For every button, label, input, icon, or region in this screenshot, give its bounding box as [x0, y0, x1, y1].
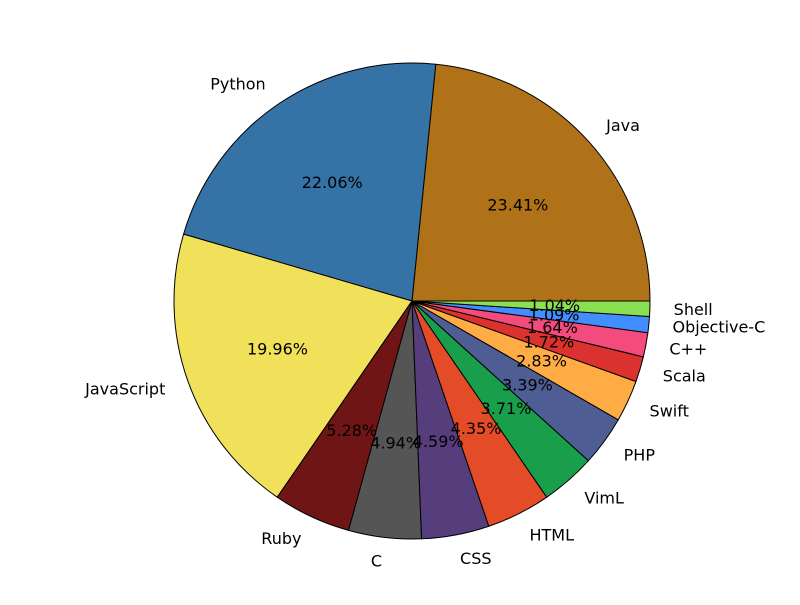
slice-label-php: PHP: [624, 446, 656, 465]
slice-percent-objective-c: 1.09%: [529, 306, 580, 325]
pie-slice-javascript: [173, 233, 413, 498]
slice-label-python: Python: [210, 74, 265, 93]
labels-layer: Java 23.41% Python 22.06% JavaScript 19.96% Ru…: [84, 74, 765, 570]
slice-percent-viml: 3.71%: [481, 399, 532, 418]
slice-percent-swift: 2.83%: [516, 352, 567, 371]
slice-percent-java: 23.41%: [487, 196, 548, 215]
slice-label-objective-c: Objective-C: [673, 318, 766, 337]
slice-label-viml: VimL: [584, 489, 624, 508]
slice-label-scala: Scala: [663, 367, 706, 386]
slice-percent-shell: 1.04%: [529, 296, 580, 315]
slice-label-java: Java: [605, 116, 640, 135]
pie-slice-shell: [411, 300, 651, 318]
slice-percent-ruby: 5.28%: [326, 421, 377, 440]
slice-label-css: CSS: [460, 549, 491, 568]
slices-layer: [173, 62, 651, 540]
slice-label-ruby: Ruby: [261, 529, 301, 548]
slice-percent-css: 4.59%: [413, 432, 464, 451]
slice-label-shell: Shell: [674, 300, 713, 319]
pie-slice-python: [183, 62, 437, 302]
slice-label-html: HTML: [529, 525, 574, 544]
slice-label-c: C: [371, 552, 382, 571]
slice-label-c: C++: [669, 340, 707, 359]
slice-label-javascript: JavaScript: [84, 379, 165, 398]
slice-percent-c: 1.64%: [527, 318, 578, 337]
pie-slice-java: [411, 63, 651, 302]
slice-label-swift: Swift: [650, 402, 689, 421]
slice-percent-php: 3.39%: [502, 376, 553, 395]
slice-percent-javascript: 19.96%: [247, 339, 308, 358]
slice-percent-scala: 1.72%: [523, 332, 574, 351]
slice-percent-c: 4.94%: [370, 433, 421, 452]
slice-percent-python: 22.06%: [302, 173, 363, 192]
slice-percent-html: 4.35%: [451, 419, 502, 438]
